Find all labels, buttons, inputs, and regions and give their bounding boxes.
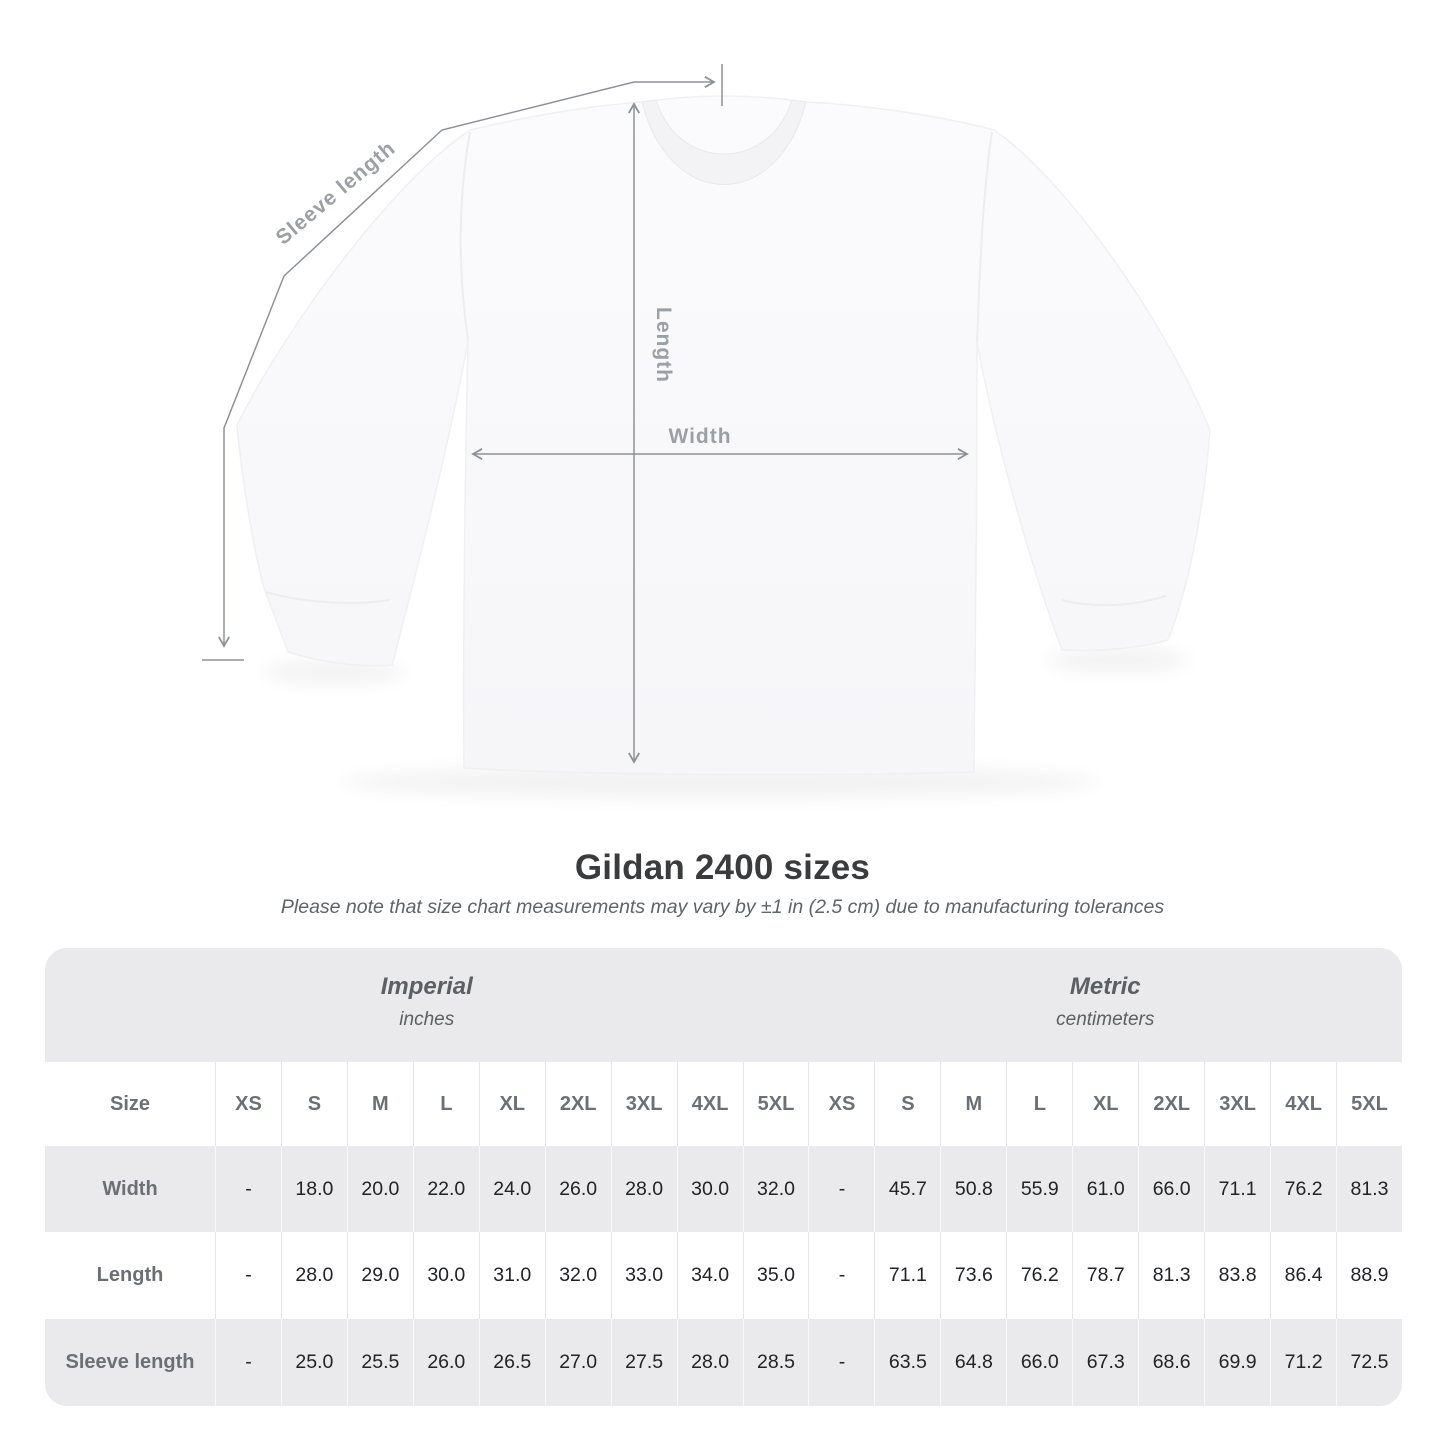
size-header-cell: 3XL [1204,1062,1271,1146]
row-label: Sleeve length [45,1319,215,1406]
size-header-cell: 3XL [610,1062,677,1146]
measurement-cell: 67.3 [1072,1319,1139,1406]
measurement-cell: 66.0 [1006,1319,1073,1406]
size-header-cell: 2XL [1138,1062,1205,1146]
measurement-cell: 78.7 [1072,1232,1139,1319]
size-header-cell: L [1006,1062,1073,1146]
unit-header-row: Imperial inches Metric centimeters [45,948,1402,1062]
width-label: Width [668,425,731,448]
metric-header: Metric centimeters [809,948,1403,1062]
measurement-cell: 34.0 [676,1232,743,1319]
measurement-cell: 71.1 [1204,1146,1271,1232]
size-grid: Size XS S M L XL 2XL 3XL 4XL 5XL XS S M L XL 2XL 3XL 4XL 5… [45,1062,1402,1406]
measurement-cell: 28.0 [280,1232,347,1319]
measurement-cell: 25.5 [346,1319,413,1406]
measurement-cell: 30.0 [676,1146,743,1232]
measurement-cell: 66.0 [1138,1146,1205,1232]
length-label: Length [652,307,675,383]
size-table: Imperial inches Metric centimeters Size X… [45,948,1402,1406]
size-header-cell: S [874,1062,941,1146]
measurement-cell: 69.9 [1204,1319,1271,1406]
size-header-cell: XL [478,1062,545,1146]
collar [641,99,807,185]
measurement-cell: - [215,1232,281,1319]
measurement-cell: 73.6 [940,1232,1007,1319]
measurement-cell: - [808,1146,875,1232]
size-header-cell: M [940,1062,1007,1146]
measurement-cell: 28.0 [610,1146,677,1232]
measurement-cell: - [808,1319,875,1406]
metric-unit: centimeters [1056,1009,1155,1030]
measurement-cell: - [215,1319,281,1406]
imperial-title: Imperial [380,973,473,1000]
size-header-cell: XS [215,1062,281,1146]
measurement-cell: 29.0 [346,1232,413,1319]
measurement-cell: 86.4 [1270,1232,1337,1319]
measurement-cell: - [215,1146,281,1232]
size-column-header: Size [45,1062,215,1146]
measurement-cell: 24.0 [478,1146,545,1232]
measurement-cell: 31.0 [478,1232,545,1319]
size-header-cell: 2XL [544,1062,611,1146]
measurement-cell: 83.8 [1204,1232,1271,1319]
measurement-cell: 26.0 [544,1146,611,1232]
measurement-cell: 26.5 [478,1319,545,1406]
chart-title: Gildan 2400 sizes [574,848,871,887]
measurement-cell: 27.5 [610,1319,677,1406]
measurement-cell: 35.0 [742,1232,809,1319]
measurement-cell: 30.0 [412,1232,479,1319]
size-header-cell: 5XL [742,1062,809,1146]
measurement-cell: 63.5 [874,1319,941,1406]
metric-title: Metric [1069,973,1141,1000]
size-header-cell: M [346,1062,413,1146]
chart-note: Please note that size chart measurements… [280,896,1165,918]
measurement-cell: 76.2 [1270,1146,1337,1232]
imperial-unit: inches [399,1009,455,1030]
measurement-cell: 88.9 [1336,1232,1402,1319]
measurement-cell: 68.6 [1138,1319,1205,1406]
measurement-cell: 55.9 [1006,1146,1073,1232]
measurement-cell: - [808,1232,875,1319]
size-header-cell: 5XL [1336,1062,1402,1146]
measurement-cell: 28.5 [742,1319,809,1406]
measurement-cell: 50.8 [940,1146,1007,1232]
measurement-cell: 32.0 [742,1146,809,1232]
measurement-lines [202,64,969,764]
measurement-cell: 45.7 [874,1146,941,1232]
measurement-cell: 27.0 [544,1319,611,1406]
measurement-cell: 76.2 [1006,1232,1073,1319]
measurement-cell: 28.0 [676,1319,743,1406]
measurement-cell: 71.2 [1270,1319,1337,1406]
measurement-cell: 81.3 [1138,1232,1205,1319]
measurement-cell: 33.0 [610,1232,677,1319]
size-header-cell: XL [1072,1062,1139,1146]
imperial-header: Imperial inches [45,948,809,1062]
measurement-cell: 18.0 [280,1146,347,1232]
sleeve-length-measure-line [218,81,635,648]
measurement-cell: 81.3 [1336,1146,1402,1232]
size-header-cell: XS [808,1062,875,1146]
measurement-cell: 61.0 [1072,1146,1139,1232]
measurement-cell: 32.0 [544,1232,611,1319]
measurement-cell: 72.5 [1336,1319,1402,1406]
size-header-cell: S [280,1062,347,1146]
size-header-cell: 4XL [676,1062,743,1146]
size-header-cell: 4XL [1270,1062,1337,1146]
row-label: Width [45,1146,215,1232]
measurement-cell: 22.0 [412,1146,479,1232]
size-header-cell: L [412,1062,479,1146]
measurement-cell: 71.1 [874,1232,941,1319]
measurement-cell: 20.0 [346,1146,413,1232]
shirt-measurement-diagram: Sleeve length Length Width [202,64,1211,798]
measurement-cell: 25.0 [280,1319,347,1406]
shirt-illustration [236,95,1211,776]
row-label: Length [45,1232,215,1319]
measurement-cell: 26.0 [412,1319,479,1406]
measurement-cell: 64.8 [940,1319,1007,1406]
